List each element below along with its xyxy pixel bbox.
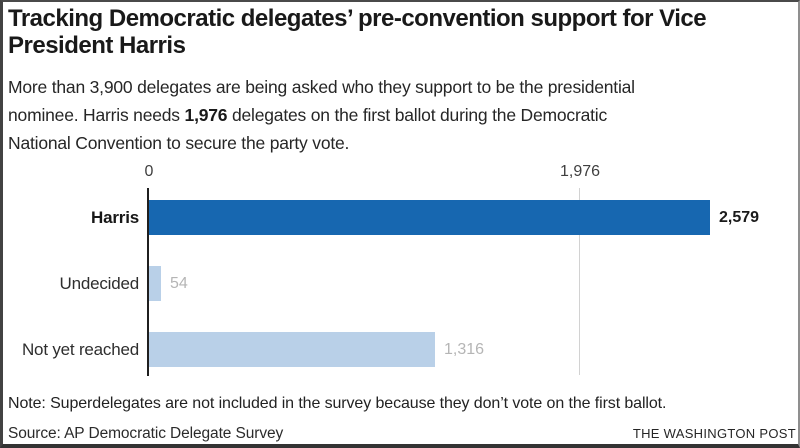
bar-category-label: Harris xyxy=(91,208,139,227)
chart-title-line-2: President Harris xyxy=(8,32,186,59)
subtitle-line-2-post: delegates on the first ballot during the… xyxy=(227,105,608,125)
plot-area: Harris 2,579 Undecided 54 Not yet reached 1,3… xyxy=(3,188,798,378)
bar-value-label: 1,316 xyxy=(444,341,485,358)
subtitle-line-3: National Convention to secure the party … xyxy=(8,133,350,153)
chart-title-line-1: Tracking Democratic delegates’ pre-conve… xyxy=(8,5,707,32)
brand-text: THE WASHINGTON POST xyxy=(632,426,796,441)
axis-tick-threshold: 1,976 xyxy=(559,163,601,180)
bar-value-label: 54 xyxy=(170,275,188,292)
chart-subtitle: More than 3,900 delegates are being aske… xyxy=(8,73,788,157)
source-row: Source: AP Democratic Delegate Survey TH… xyxy=(8,425,796,443)
bar-row-not-yet-reached: Not yet reached 1,316 xyxy=(3,332,798,367)
bar-row-harris: Harris 2,579 xyxy=(3,200,798,235)
bar-value-label: 2,579 xyxy=(719,209,760,226)
bar xyxy=(149,332,435,367)
chart-title: Tracking Democratic delegates’ pre-conve… xyxy=(8,5,768,59)
delegates-needed-value: 1,976 xyxy=(184,105,228,125)
axis-tick-zero: 0 xyxy=(144,163,154,180)
bar xyxy=(149,200,710,235)
bar-row-undecided: Undecided 54 xyxy=(3,266,798,301)
note-text: Note: Superdelegates are not included in… xyxy=(8,395,667,412)
subtitle-line-2-pre: nominee. Harris needs xyxy=(8,105,185,125)
source-text: Source: AP Democratic Delegate Survey xyxy=(8,425,284,442)
bar-category-label: Not yet reached xyxy=(21,340,139,359)
threshold-gridline xyxy=(579,188,580,375)
axis-zero-line xyxy=(147,188,149,376)
subtitle-line-2: nominee. Harris needs 1,976 delegates on… xyxy=(8,101,788,129)
subtitle-line-1: More than 3,900 delegates are being aske… xyxy=(8,77,635,97)
bar-category-label: Undecided xyxy=(59,274,140,293)
bar xyxy=(149,266,161,301)
